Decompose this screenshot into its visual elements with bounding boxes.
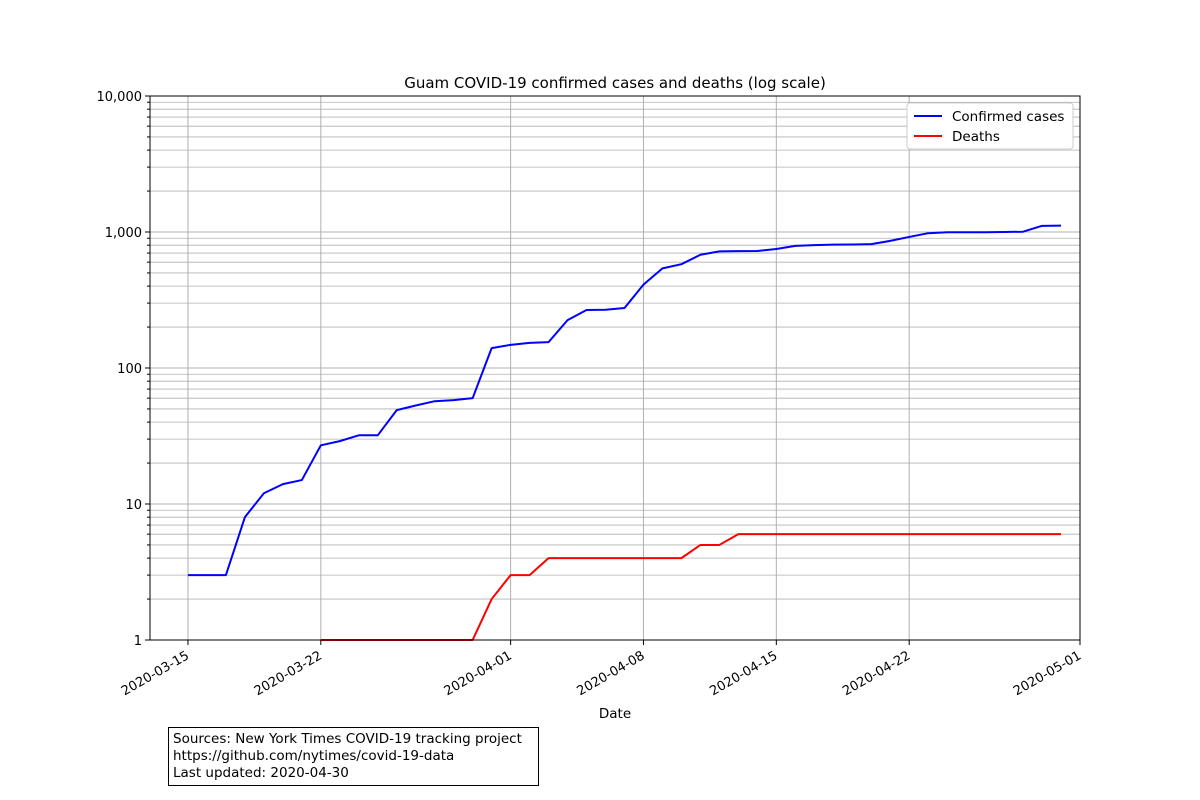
x-tick-label: 2020-03-22 [252, 648, 325, 699]
legend-entry: Deaths [952, 129, 1000, 145]
x-tick-label: 2020-04-08 [575, 648, 648, 699]
x-tick-label: 2020-04-01 [442, 648, 515, 699]
chart-title: Guam COVID-19 confirmed cases and deaths… [404, 74, 826, 92]
sources-url: https://github.com/nytimes/covid-19-data [173, 748, 455, 764]
y-tick-label: 10,000 [97, 90, 143, 105]
legend-box [906, 102, 1074, 150]
y-tick-label: 1,000 [105, 226, 142, 241]
x-tick-label: 2020-04-22 [840, 648, 913, 699]
last-updated: Last updated: 2020-04-30 [173, 765, 349, 781]
y-tick-label: 10 [125, 498, 142, 513]
legend-entry: Confirmed cases [952, 109, 1064, 125]
x-tick-label: 2020-05-01 [1011, 648, 1084, 699]
x-tick-label: 2020-03-15 [119, 648, 192, 699]
legend: Confirmed cases Deaths [906, 102, 1074, 150]
y-tick-label: 1 [134, 634, 142, 649]
sources-box: Sources: New York Times COVID-19 trackin… [168, 727, 539, 786]
x-axis-label: Date [599, 706, 631, 722]
x-tick-label: 2020-04-15 [707, 648, 780, 699]
y-tick-label: 100 [117, 362, 142, 377]
confirmed-cases-line [187, 224, 1062, 577]
sources-line: Sources: New York Times COVID-19 trackin… [173, 731, 522, 747]
